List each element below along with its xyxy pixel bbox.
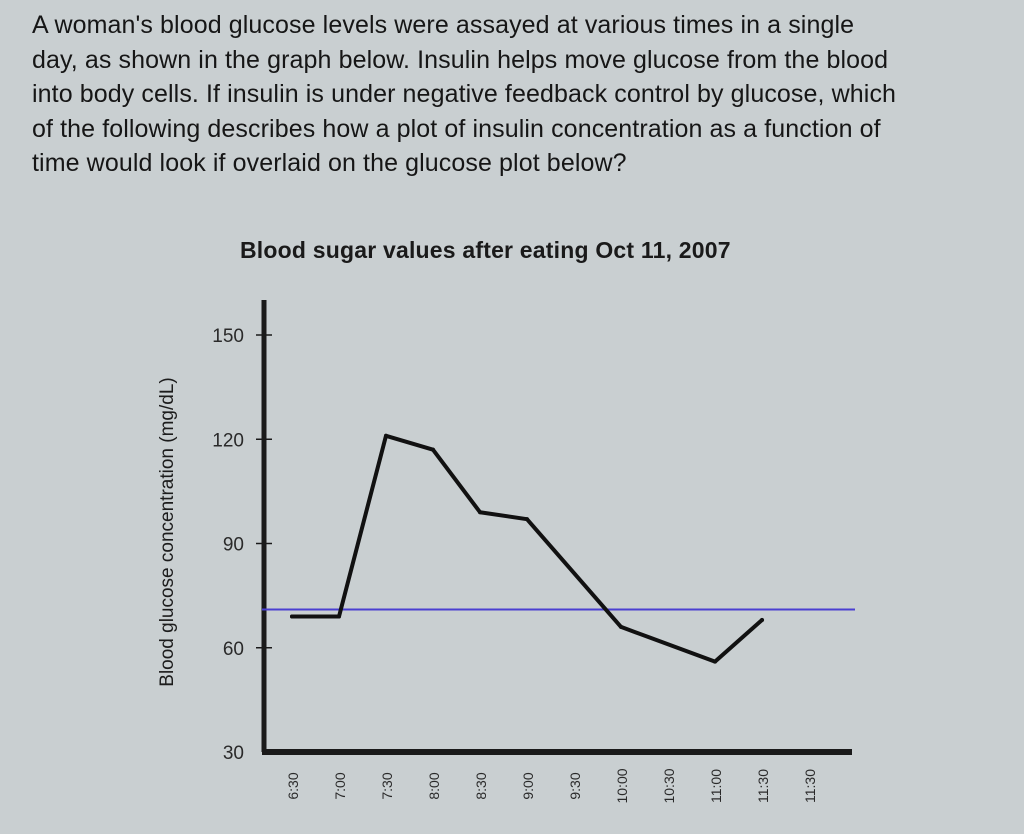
question-line-3: into body cells. If insulin is under neg… [32, 80, 897, 108]
x-tick-label: 10:30 [661, 768, 677, 803]
y-tick-label: 120 [212, 430, 244, 451]
y-ticks: 150 120 90 60 30 [212, 326, 272, 764]
question-line-1: A woman's blood glucose levels were assa… [32, 11, 855, 39]
x-ticks: 6:30 7:00 7:30 8:00 8:30 9:00 9:30 10:00 10:30 11… [285, 768, 818, 803]
chart-title: Blood sugar values after eating Oct 11, … [240, 237, 731, 263]
question-line-2: day, as shown in the graph below. Insuli… [32, 45, 889, 74]
x-tick-label: 7:00 [332, 772, 348, 799]
x-tick-label: 11:00 [708, 769, 724, 803]
data-point [384, 433, 388, 438]
chart-axes [261, 300, 852, 755]
data-point [290, 614, 294, 619]
y-tick-label: 30 [223, 743, 244, 764]
data-point [431, 447, 435, 452]
x-tick-label: 11:30 [755, 769, 771, 803]
question-line-5: time would look if overlaid on the gluco… [32, 149, 627, 177]
x-tick-label: 9:00 [520, 772, 536, 799]
x-tick-label: 9:30 [567, 772, 583, 799]
x-tick-label: 6:30 [285, 772, 301, 799]
data-point [619, 624, 623, 629]
y-tick-label: 90 [223, 535, 244, 556]
x-tick-label: 8:00 [426, 772, 442, 799]
series-line [290, 433, 764, 664]
data-point [760, 617, 764, 622]
data-point [478, 510, 482, 515]
x-tick-label: 10:00 [614, 768, 630, 803]
y-tick-label: 150 [212, 326, 244, 347]
series-group [290, 433, 764, 664]
question-line-4: of the following describes how a plot of… [32, 114, 881, 143]
data-point [713, 659, 717, 664]
question-text: A woman's blood glucose levels were assa… [32, 8, 1007, 181]
x-tick-label: 11:30 [802, 769, 818, 803]
x-tick-label: 7:30 [379, 772, 395, 799]
data-point [337, 614, 341, 619]
y-tick-label: 60 [223, 639, 244, 660]
x-tick-label: 8:30 [473, 772, 489, 799]
data-point [525, 517, 529, 522]
